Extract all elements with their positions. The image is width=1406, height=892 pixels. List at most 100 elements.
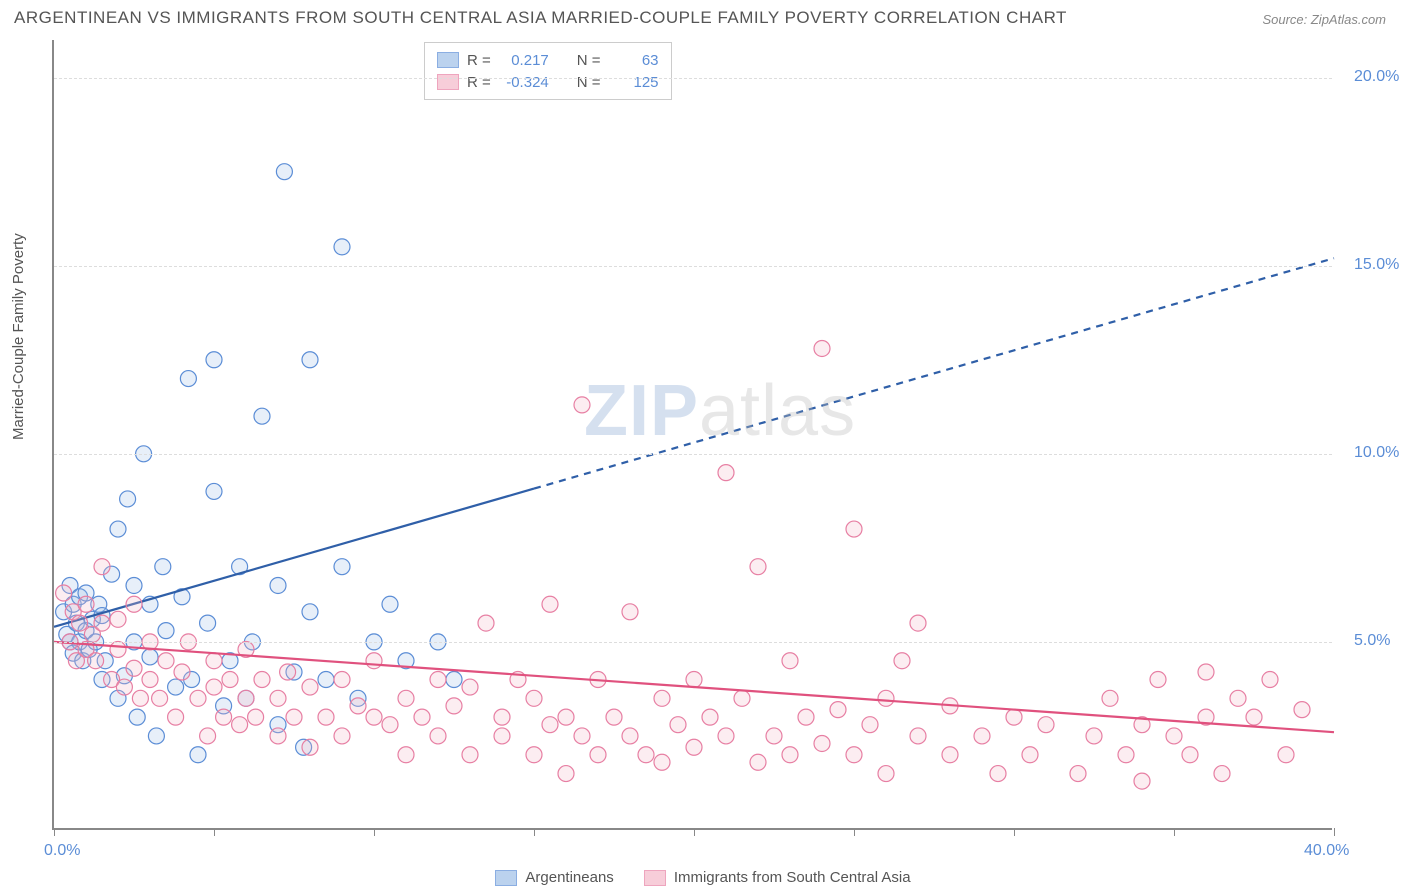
scatter-point	[734, 690, 750, 706]
gridline	[54, 78, 1332, 79]
scatter-point	[414, 709, 430, 725]
scatter-point	[446, 672, 462, 688]
scatter-point	[132, 690, 148, 706]
scatter-point	[302, 604, 318, 620]
scatter-point	[158, 653, 174, 669]
scatter-point	[686, 672, 702, 688]
scatter-point	[190, 747, 206, 763]
scatter-point	[302, 739, 318, 755]
legend-row-1: R = -0.324 N = 125	[437, 71, 659, 93]
scatter-point	[542, 717, 558, 733]
scatter-point	[750, 754, 766, 770]
scatter-point	[622, 604, 638, 620]
source-attribution: Source: ZipAtlas.com	[1262, 12, 1386, 27]
series-legend-item-1: Immigrants from South Central Asia	[644, 869, 911, 886]
scatter-point	[142, 672, 158, 688]
scatter-point	[222, 672, 238, 688]
scatter-point	[894, 653, 910, 669]
scatter-point	[232, 717, 248, 733]
scatter-point	[398, 690, 414, 706]
scatter-point	[1038, 717, 1054, 733]
legend-r-val-1: -0.324	[499, 74, 549, 91]
xtick-label-right: 40.0%	[1304, 842, 1349, 860]
scatter-point	[366, 709, 382, 725]
scatter-point	[638, 747, 654, 763]
scatter-point	[1166, 728, 1182, 744]
gridline	[54, 266, 1332, 267]
scatter-point	[558, 766, 574, 782]
scatter-point	[152, 690, 168, 706]
scatter-point	[686, 739, 702, 755]
scatter-point	[270, 690, 286, 706]
xtick	[854, 828, 855, 836]
scatter-point	[1278, 747, 1294, 763]
ytick-label: 20.0%	[1354, 68, 1399, 86]
scatter-point	[782, 747, 798, 763]
legend-r-label-1: R =	[467, 74, 491, 91]
scatter-point	[750, 559, 766, 575]
scatter-point	[862, 717, 878, 733]
correlation-legend: R = 0.217 N = 63 R = -0.324 N = 125	[424, 42, 672, 100]
xtick	[1014, 828, 1015, 836]
legend-r-label-0: R =	[467, 52, 491, 69]
scatter-point	[350, 698, 366, 714]
series-swatch-1	[644, 870, 666, 886]
scatter-point	[574, 728, 590, 744]
scatter-point	[606, 709, 622, 725]
series-name-1: Immigrants from South Central Asia	[674, 869, 911, 886]
scatter-point	[254, 408, 270, 424]
scatter-point	[382, 717, 398, 733]
scatter-point	[334, 559, 350, 575]
scatter-point	[814, 735, 830, 751]
scatter-point	[526, 747, 542, 763]
scatter-point	[462, 747, 478, 763]
series-legend: Argentineans Immigrants from South Centr…	[0, 869, 1406, 886]
scatter-point	[270, 728, 286, 744]
scatter-point	[110, 611, 126, 627]
legend-swatch-0	[437, 52, 459, 68]
scatter-point	[56, 585, 72, 601]
scatter-point	[430, 728, 446, 744]
legend-r-val-0: 0.217	[499, 52, 549, 69]
scatter-point	[1070, 766, 1086, 782]
scatter-point	[574, 397, 590, 413]
scatter-point	[110, 521, 126, 537]
legend-swatch-1	[437, 74, 459, 90]
scatter-point	[990, 766, 1006, 782]
scatter-point	[318, 672, 334, 688]
scatter-point	[276, 164, 292, 180]
scatter-point	[1150, 672, 1166, 688]
scatter-point	[974, 728, 990, 744]
xtick	[1334, 828, 1335, 836]
scatter-point	[334, 672, 350, 688]
xtick	[534, 828, 535, 836]
scatter-point	[910, 728, 926, 744]
scatter-point	[142, 649, 158, 665]
scatter-point	[158, 623, 174, 639]
scatter-point	[270, 577, 286, 593]
scatter-point	[1118, 747, 1134, 763]
series-swatch-0	[495, 870, 517, 886]
legend-n-label-1: N =	[577, 74, 601, 91]
series-name-0: Argentineans	[525, 869, 613, 886]
scatter-point	[526, 690, 542, 706]
scatter-point	[878, 766, 894, 782]
legend-n-val-1: 125	[609, 74, 659, 91]
legend-n-label-0: N =	[577, 52, 601, 69]
scatter-point	[798, 709, 814, 725]
scatter-point	[206, 679, 222, 695]
scatter-point	[129, 709, 145, 725]
ytick-label: 10.0%	[1354, 444, 1399, 462]
scatter-point	[1006, 709, 1022, 725]
scatter-point	[78, 596, 94, 612]
scatter-point	[126, 577, 142, 593]
scatter-point	[206, 483, 222, 499]
scatter-point	[206, 653, 222, 669]
scatter-point	[430, 672, 446, 688]
scatter-point	[200, 728, 216, 744]
chart-title: ARGENTINEAN VS IMMIGRANTS FROM SOUTH CEN…	[14, 8, 1067, 28]
scatter-point	[1230, 690, 1246, 706]
scatter-point	[494, 709, 510, 725]
ytick-label: 15.0%	[1354, 256, 1399, 274]
xtick	[374, 828, 375, 836]
